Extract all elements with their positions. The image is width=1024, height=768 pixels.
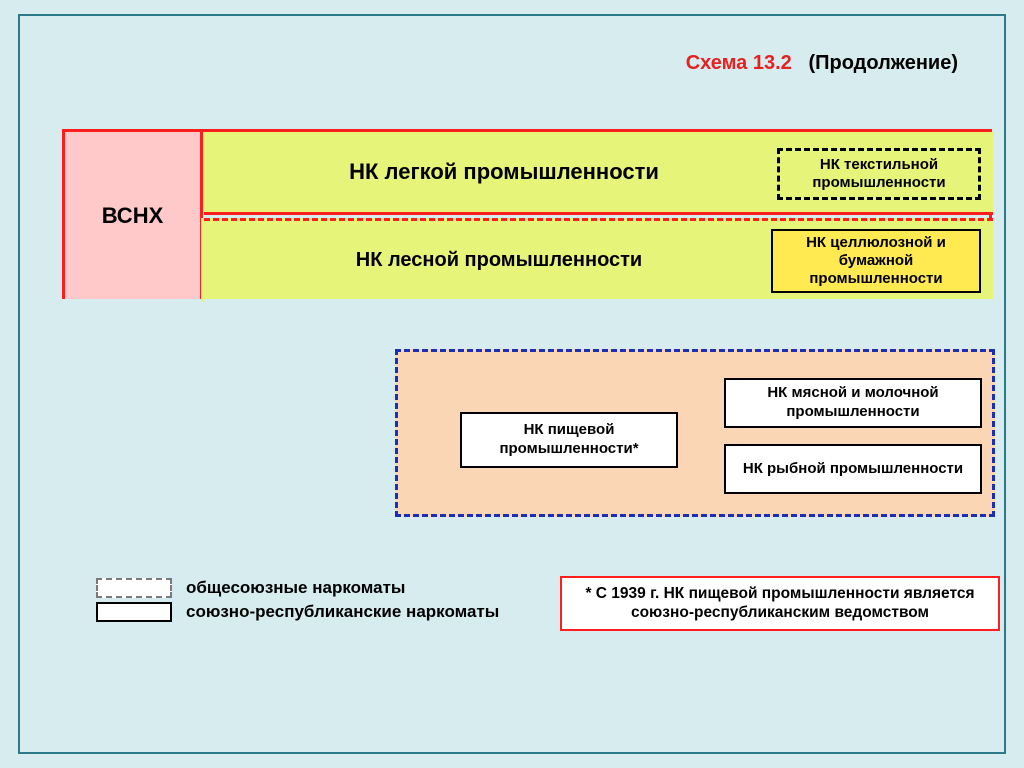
vsnh-block: ВСНХ НК легкой промышленности НК текстил…: [62, 129, 992, 299]
title-continuation-text: (Продолжение): [808, 52, 958, 74]
fish-industry-box: НК рыбной промышленности: [724, 444, 982, 494]
legend-swatch-solid: [96, 602, 172, 622]
legend-row-union: общесоюзные наркоматы: [96, 578, 506, 598]
legend-text-union: общесоюзные наркоматы: [186, 578, 506, 598]
title-scheme: Схема 13.2: [686, 52, 792, 74]
vsnh-root: ВСНХ: [65, 132, 203, 299]
light-industry-label: НК легкой промышленности: [264, 132, 744, 212]
outer-frame: Схема 13.2 (Продолжение) ВСНХ НК легкой …: [18, 14, 1006, 754]
textile-industry-box: НК текстильной промышленности: [777, 148, 981, 200]
meat-dairy-box: НК мясной и молочной промышленности: [724, 378, 982, 428]
title-continuation: [797, 52, 808, 74]
food-industries-block: НК пищевой промышленности* НК мясной и м…: [395, 349, 995, 517]
meat-dairy-label: НК мясной и молочной промышленности: [734, 384, 972, 422]
row-light-industry: НК легкой промышленности НК текстильной …: [204, 132, 993, 215]
legend: общесоюзные наркоматы союзно-республикан…: [96, 578, 506, 626]
page-title: Схема 13.2 (Продолжение): [686, 52, 958, 75]
pulp-paper-label: НК целлюлозной и бумажной промышленности: [779, 234, 973, 288]
fish-industry-label: НК рыбной промышленности: [743, 460, 963, 479]
legend-swatch-dashed: [96, 578, 172, 598]
food-industry-label: НК пищевой промышленности*: [470, 421, 668, 459]
textile-industry-label: НК текстильной промышленности: [786, 156, 972, 192]
footnote-box: * С 1939 г. НК пищевой промышленности яв…: [560, 576, 1000, 631]
pulp-paper-box: НК целлюлозной и бумажной промышленности: [771, 229, 981, 293]
legend-row-republic: союзно-республиканские наркоматы: [96, 602, 506, 622]
forest-industry-label: НК лесной промышленности: [234, 221, 764, 299]
footnote-text: * С 1939 г. НК пищевой промышленности яв…: [585, 585, 974, 621]
legend-text-republic: союзно-республиканские наркоматы: [186, 602, 506, 622]
row-forest-industry: НК лесной промышленности НК целлюлозной …: [204, 218, 993, 299]
food-industry-box: НК пищевой промышленности*: [460, 412, 678, 468]
vsnh-label: ВСНХ: [102, 203, 164, 229]
